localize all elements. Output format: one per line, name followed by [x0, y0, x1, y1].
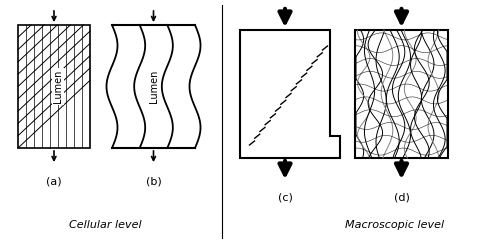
Text: (a): (a) [46, 176, 62, 186]
Text: (d): (d) [394, 192, 409, 202]
Text: (b): (b) [146, 176, 162, 186]
Text: Lumen: Lumen [53, 70, 63, 103]
Text: Cellular level: Cellular level [68, 220, 142, 230]
Text: Lumen: Lumen [148, 70, 158, 103]
Text: Macroscopic level: Macroscopic level [346, 220, 444, 230]
Text: (c): (c) [278, 192, 292, 202]
